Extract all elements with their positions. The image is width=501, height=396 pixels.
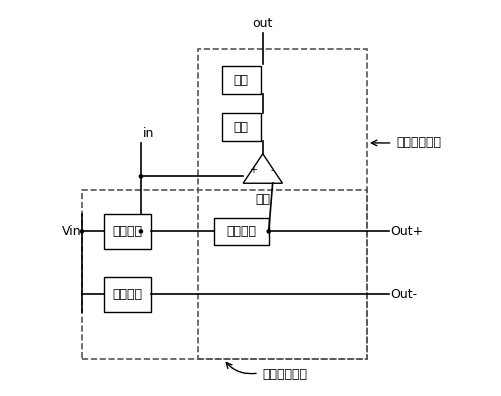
FancyBboxPatch shape <box>221 66 261 94</box>
Text: 功率模块: 功率模块 <box>112 225 142 238</box>
Text: Vin: Vin <box>62 225 82 238</box>
Text: 功率模块: 功率模块 <box>112 288 142 301</box>
Text: 滤波: 滤波 <box>233 121 248 134</box>
Circle shape <box>80 230 83 233</box>
Text: 整形: 整形 <box>233 74 248 87</box>
Text: out: out <box>252 17 273 30</box>
Circle shape <box>267 230 270 233</box>
Text: 放大: 放大 <box>255 193 270 206</box>
FancyBboxPatch shape <box>221 114 261 141</box>
Text: 信号接收模块: 信号接收模块 <box>396 137 440 149</box>
Text: -: - <box>271 166 274 175</box>
Circle shape <box>139 230 142 233</box>
Text: 取样电阻: 取样电阻 <box>226 225 256 238</box>
Circle shape <box>139 175 142 178</box>
FancyBboxPatch shape <box>103 277 150 312</box>
Text: Out-: Out- <box>390 288 417 301</box>
Text: in: in <box>143 127 154 140</box>
FancyBboxPatch shape <box>213 218 268 245</box>
Text: Out+: Out+ <box>390 225 423 238</box>
Text: 信号发送模块: 信号发送模块 <box>262 368 307 381</box>
Text: +: + <box>248 166 257 175</box>
FancyBboxPatch shape <box>103 214 150 249</box>
